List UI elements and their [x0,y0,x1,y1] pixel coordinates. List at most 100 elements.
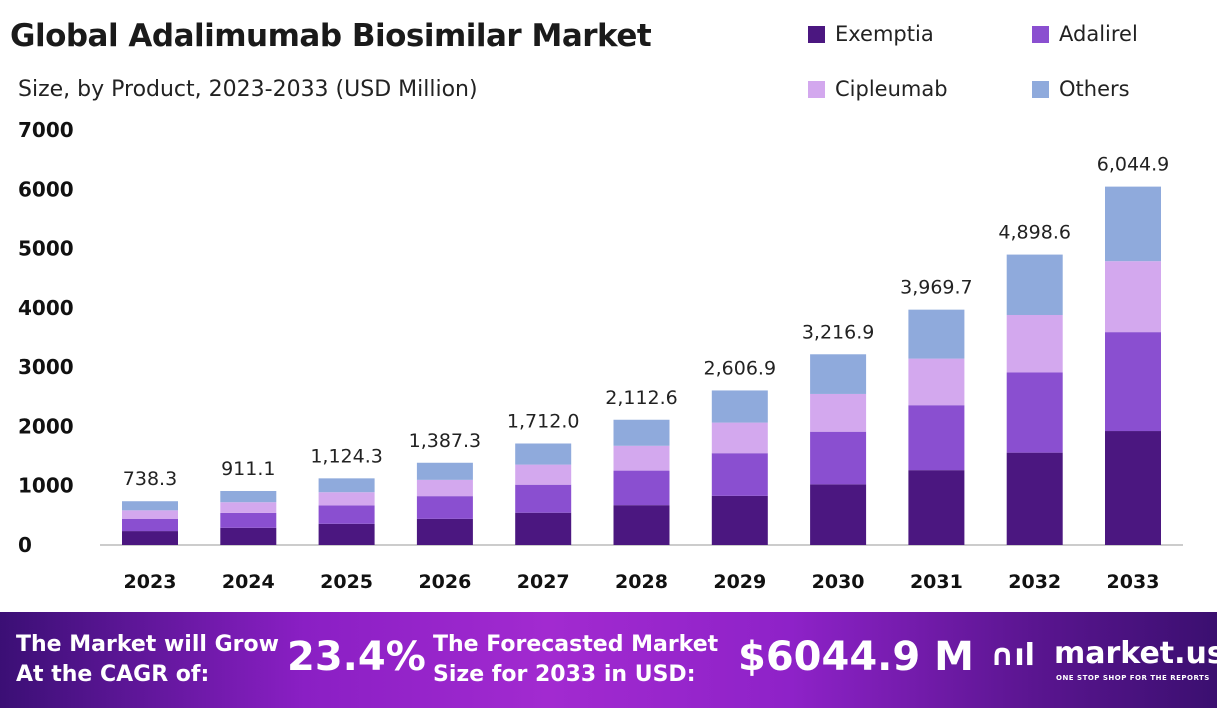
bar-segment-others [318,478,375,493]
bar-segment-cipleumab [613,445,670,471]
legend-swatch [1032,80,1049,98]
bar-segment-others [122,501,178,511]
bar-segment-exemptia [711,495,768,545]
bar-segment-cipleumab [908,358,965,406]
bar-segment-adalirel [613,470,670,506]
x-tick-label: 2031 [910,571,963,593]
legend-label: Exemptia [835,22,934,46]
chart-subtitle: Size, by Product, 2023-2033 (USD Million… [18,77,478,102]
legend-swatch [808,25,825,43]
total-label: 738.3 [123,468,177,490]
y-tick-label: 3000 [18,355,74,379]
legend-item-exemptia: Exemptia [808,22,934,46]
bar-segment-exemptia [416,518,473,545]
bar-segment-others [1105,186,1161,262]
bar-segment-adalirel [908,405,965,471]
bar-segment-adalirel [711,453,768,496]
bar-segment-exemptia [1105,431,1161,545]
total-label: 1,387.3 [409,430,482,452]
x-tick-label: 2033 [1107,571,1160,593]
x-tick-label: 2027 [517,571,570,593]
x-tick-label: 2024 [222,571,275,593]
cagr-text: The Market will Grow At the CAGR of: [16,630,279,690]
bar-segment-exemptia [515,512,572,545]
x-tick-label: 2030 [812,571,865,593]
y-tick-label: 1000 [18,474,74,498]
legend-item-adalirel: Adalirel [1032,22,1138,46]
bar-segment-others [908,309,965,359]
bar-segment-exemptia [908,470,965,545]
bar-segment-adalirel [810,431,867,485]
y-tick-label: 7000 [18,118,74,142]
bar-segment-exemptia [122,531,178,545]
y-tick-label: 6000 [18,177,74,201]
bar-segment-others [613,419,670,446]
forecast-text-line2: Size for 2033 in USD: [433,662,696,687]
footer-banner: The Market will Grow At the CAGR of: 23.4… [0,612,1217,708]
x-tick-label: 2026 [418,571,471,593]
total-label: 2,606.9 [704,357,777,379]
bar-segment-others [711,390,768,423]
forecast-text-line1: The Forecasted Market [433,632,719,657]
chart-title: Global Adalimumab Biosimilar Market [10,18,652,54]
bar-segment-cipleumab [318,492,375,506]
cagr-text-line2: At the CAGR of: [16,662,210,687]
legend-swatch [1032,25,1049,43]
bar-segment-others [810,354,867,394]
bar-segment-cipleumab [416,479,473,497]
y-tick-label: 5000 [18,237,74,261]
total-label: 3,216.9 [802,321,875,343]
bar-segment-others [1006,254,1063,315]
total-label: 1,712.0 [507,411,580,433]
bar-segment-exemptia [810,484,867,545]
bar-segment-adalirel [220,512,277,528]
total-label: 4,898.6 [998,222,1071,244]
logo-tagline: ONE STOP SHOP FOR THE REPORTS [1056,674,1210,682]
bar-segment-cipleumab [515,464,572,485]
bar-segment-cipleumab [810,393,867,432]
forecast-value: $6044.9 M [738,634,974,680]
chart-plot: 0 1000 2000 3000 4000 5000 6000 7000 738.3 2023 91… [18,118,1183,593]
legend-item-others: Others [1032,77,1130,101]
market-us-logo-icon: ∩ıl [990,638,1035,673]
bar-segment-adalirel [1105,332,1161,432]
bar-segment-cipleumab [1105,261,1161,333]
bar-segment-others [220,490,277,503]
legend-label: Adalirel [1059,22,1138,46]
total-label: 2,112.6 [605,387,678,409]
y-tick-label: 2000 [18,414,74,438]
y-tick-label: 4000 [18,296,74,320]
bar-segment-adalirel [416,496,473,519]
total-label: 1,124.3 [310,445,383,467]
bar-segment-exemptia [318,523,375,545]
legend-swatch [808,80,825,98]
cagr-text-line1: The Market will Grow [16,632,279,657]
bar-segment-cipleumab [122,510,178,519]
x-tick-label: 2032 [1008,571,1061,593]
bar-segment-cipleumab [220,502,277,513]
bar-segment-exemptia [1006,452,1063,545]
total-label: 3,969.7 [900,277,973,299]
total-label: 911.1 [221,458,275,480]
bar-segment-others [515,443,572,465]
bar-segment-adalirel [122,518,178,532]
bar-segment-adalirel [318,505,375,524]
bar-segment-cipleumab [711,422,768,454]
forecast-text: The Forecasted Market Size for 2033 in US… [433,630,718,690]
total-label: 6,044.9 [1097,154,1170,176]
logo-name: market.us [1054,636,1217,671]
bar-segment-others [416,462,473,480]
cagr-value: 23.4% [287,634,426,680]
x-tick-label: 2029 [713,571,766,593]
bar-segment-exemptia [613,505,670,545]
x-tick-label: 2028 [615,571,668,593]
legend-label: Others [1059,77,1130,101]
x-tick-label: 2025 [320,571,373,593]
bar-segment-exemptia [220,527,277,545]
bar-segment-adalirel [1006,372,1063,453]
bar-segment-adalirel [515,484,572,513]
bar-segment-cipleumab [1006,314,1063,373]
legend-item-cipleumab: Cipleumab [808,77,948,101]
y-tick-label: 0 [18,533,32,557]
x-tick-label: 2023 [124,571,177,593]
